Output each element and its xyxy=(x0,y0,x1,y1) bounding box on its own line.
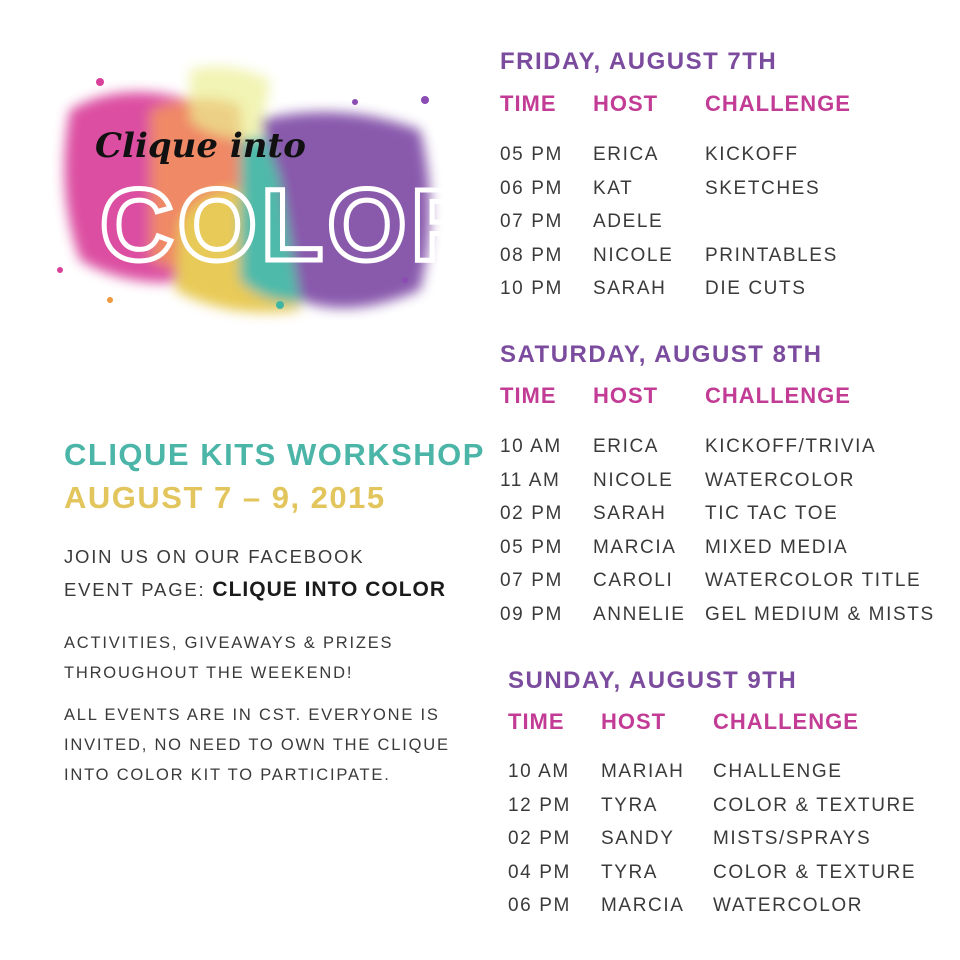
column-header-time: TIME xyxy=(500,91,557,116)
note-line-2: INVITED, NO NEED TO OWN THE CLIQUE xyxy=(64,736,450,754)
column-header-challenge: CHALLENGE xyxy=(713,709,859,734)
row-host: ADELE xyxy=(593,211,664,233)
row-time: 02 PM xyxy=(508,828,571,850)
row-host: SARAH xyxy=(593,503,667,525)
column-header-host: HOST xyxy=(593,91,659,116)
column-header-time: TIME xyxy=(500,383,557,408)
row-challenge: MIXED MEDIA xyxy=(705,536,849,558)
note-line-3: INTO COLOR KIT TO PARTICIPATE. xyxy=(64,766,391,784)
participation-note: ALL EVENTS ARE IN CST. EVERYONE IS INVIT… xyxy=(64,700,450,790)
row-challenge: CHALLENGE xyxy=(713,761,843,782)
row-challenge: SKETCHES xyxy=(705,177,821,199)
row-host: SANDY xyxy=(601,828,675,850)
workshop-title: CLIQUE KITS WORKSHOP xyxy=(64,437,485,472)
row-time: 12 PM xyxy=(508,794,571,816)
row-challenge: WATERCOLOR TITLE xyxy=(705,570,922,592)
row-host: MARCIA xyxy=(601,895,685,917)
logo-big-text: COLOR xyxy=(100,168,460,282)
workshop-dates: AUGUST 7 – 9, 2015 xyxy=(64,480,386,515)
row-host: SARAH xyxy=(593,278,667,300)
row-time: 09 PM xyxy=(500,604,563,625)
join-line-2-prefix: EVENT PAGE: xyxy=(64,579,206,600)
facebook-event-name: CLIQUE INTO COLOR xyxy=(212,578,447,601)
activities-line-1: ACTIVITIES, GIVEAWAYS & PRIZES xyxy=(64,634,394,652)
row-host: NICOLE xyxy=(593,244,674,266)
row-host: ERICA xyxy=(593,144,660,165)
row-host: MARCIA xyxy=(593,536,677,558)
row-host: ERICA xyxy=(593,436,660,457)
row-challenge: KICKOFF/TRIVIA xyxy=(705,436,877,457)
column-header-host: HOST xyxy=(601,709,667,734)
logo-script-text: Clique into xyxy=(95,126,306,166)
day-heading: SATURDAY, AUGUST 8TH xyxy=(500,341,823,368)
activities-info: ACTIVITIES, GIVEAWAYS & PRIZES THROUGHOU… xyxy=(64,628,393,688)
note-line-1: ALL EVENTS ARE IN CST. EVERYONE IS xyxy=(64,706,440,724)
row-time: 10 AM xyxy=(508,761,570,782)
row-time: 10 PM xyxy=(500,278,563,300)
row-challenge: COLOR & TEXTURE xyxy=(713,861,917,883)
row-challenge: DIE CUTS xyxy=(705,278,807,300)
row-challenge: WATERCOLOR xyxy=(705,469,856,491)
column-header-time: TIME xyxy=(508,709,565,734)
row-time: 04 PM xyxy=(508,861,571,883)
facebook-info: JOIN US ON OUR FACEBOOK EVENT PAGE: CLIQ… xyxy=(64,540,446,606)
row-time: 02 PM xyxy=(500,503,563,525)
row-time: 11 AM xyxy=(500,469,561,491)
row-challenge: COLOR & TEXTURE xyxy=(713,794,917,816)
row-host: TYRA xyxy=(601,794,659,816)
row-time: 10 AM xyxy=(500,436,562,457)
column-header-challenge: CHALLENGE xyxy=(705,91,851,116)
row-challenge: PRINTABLES xyxy=(705,244,838,266)
row-host: KAT xyxy=(593,177,634,199)
day-heading: SUNDAY, AUGUST 9TH xyxy=(508,667,798,694)
row-time: 06 PM xyxy=(508,895,571,917)
row-host: CAROLI xyxy=(593,570,674,592)
row-time: 07 PM xyxy=(500,211,563,233)
join-line-1: JOIN US ON OUR FACEBOOK xyxy=(64,546,365,567)
row-time: 06 PM xyxy=(500,177,563,199)
row-time: 08 PM xyxy=(500,244,563,266)
clique-into-color-logo: Clique into COLOR xyxy=(0,20,487,380)
row-host: ANNELIE xyxy=(593,604,686,625)
activities-line-2: THROUGHOUT THE WEEKEND! xyxy=(64,664,354,682)
row-challenge: MISTS/SPRAYS xyxy=(713,828,872,850)
row-challenge: WATERCOLOR xyxy=(713,895,864,917)
row-time: 07 PM xyxy=(500,570,563,592)
row-host: NICOLE xyxy=(593,469,674,491)
row-host: TYRA xyxy=(601,861,659,883)
column-header-challenge: CHALLENGE xyxy=(705,383,851,408)
day-heading: FRIDAY, AUGUST 7TH xyxy=(500,48,778,75)
row-host: MARIAH xyxy=(601,761,685,782)
row-challenge: GEL MEDIUM & MISTS xyxy=(705,604,935,625)
row-challenge: TIC TAC TOE xyxy=(705,503,839,525)
row-time: 05 PM xyxy=(500,144,563,165)
row-challenge: KICKOFF xyxy=(705,144,799,165)
row-time: 05 PM xyxy=(500,536,563,558)
column-header-host: HOST xyxy=(593,383,659,408)
